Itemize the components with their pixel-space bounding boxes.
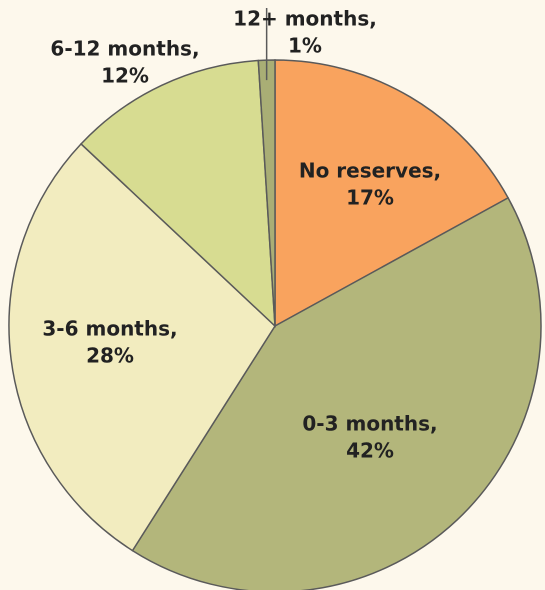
pie-slice [274, 59, 510, 328]
pie-slice [80, 59, 276, 328]
pie-slice [8, 142, 276, 552]
slice-label: 0-3 months, [302, 412, 437, 436]
pie-slice [131, 196, 542, 590]
slice-value-label: 17% [346, 186, 394, 210]
slice-label: 12+ months, [233, 7, 377, 31]
slice-value-label: 42% [346, 439, 394, 463]
slice-value-label: 12% [101, 64, 149, 88]
slice-value-label: 28% [86, 344, 134, 368]
slice-label: No reserves, [299, 159, 441, 183]
slice-label: 6-12 months, [50, 37, 199, 61]
slice-value-label: 1% [288, 34, 322, 58]
slice-label: 3-6 months, [42, 317, 177, 341]
